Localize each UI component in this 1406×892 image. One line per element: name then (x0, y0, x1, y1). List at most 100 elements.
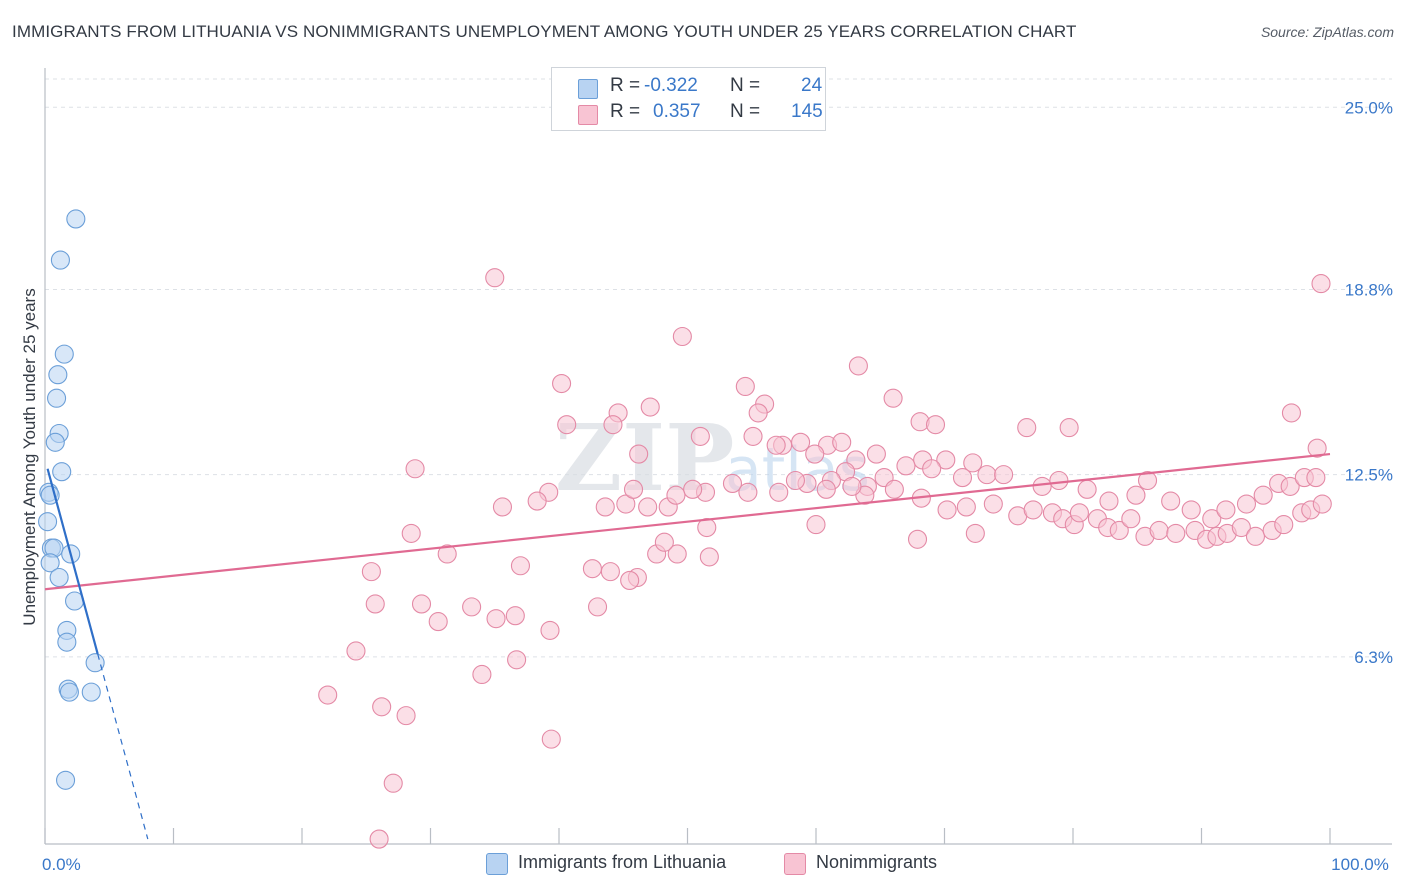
y-tick-label: 25.0% (1345, 98, 1393, 117)
bottom-legend-immigrants: Immigrants from Lithuania (486, 852, 766, 876)
data-point-nonimmigrant (983, 494, 1003, 514)
data-point-nonimmigrant (1216, 500, 1236, 520)
chart-title: IMMIGRANTS FROM LITHUANIA VS NONIMMIGRAN… (12, 22, 1077, 41)
data-point-nonimmigrant (629, 444, 649, 464)
data-point-nonimmigrant (866, 444, 886, 464)
data-point-nonimmigrant (683, 479, 703, 499)
data-point-nonimmigrant (806, 515, 826, 535)
data-point-nonimmigrant (672, 326, 692, 347)
data-point-immigrant (54, 344, 74, 364)
data-point-nonimmigrant (956, 497, 976, 517)
data-point-nonimmigrant (1280, 476, 1300, 496)
data-point-nonimmigrant (896, 456, 916, 476)
data-point-nonimmigrant (1059, 418, 1079, 438)
data-point-nonimmigrant (1307, 438, 1327, 458)
y-axis-label: Unemployment Among Youth under 25 years (20, 288, 39, 625)
data-point-nonimmigrant (1231, 517, 1251, 538)
data-point-nonimmigrant (1049, 470, 1069, 491)
data-point-nonimmigrant (540, 620, 560, 640)
data-point-nonimmigrant (936, 450, 956, 470)
data-point-nonimmigrant (623, 479, 644, 499)
data-point-nonimmigrant (603, 415, 623, 435)
data-point-nonimmigrant (1023, 500, 1043, 520)
data-point-nonimmigrant (428, 612, 448, 632)
data-point-nonimmigrant (884, 479, 904, 499)
data-point-nonimmigrant (1236, 494, 1257, 514)
data-point-immigrant (40, 553, 60, 573)
data-point-nonimmigrant (965, 523, 985, 543)
legend-r-value: 0.357 (653, 101, 701, 122)
data-point-nonimmigrant (383, 773, 403, 793)
data-point-nonimmigrant (1121, 509, 1141, 529)
data-point-nonimmigrant (620, 570, 640, 590)
data-point-nonimmigrant (907, 529, 928, 549)
data-point-nonimmigrant (666, 485, 686, 505)
data-point-nonimmigrant (616, 494, 636, 514)
legend-r-label: R = (610, 75, 641, 96)
data-point-nonimmigrant (977, 465, 997, 485)
data-point-nonimmigrant (1306, 468, 1326, 488)
data-point-nonimmigrant (654, 532, 674, 552)
data-point-nonimmigrant (486, 609, 506, 629)
data-point-nonimmigrant (832, 432, 852, 452)
data-point-nonimmigrant (401, 523, 421, 543)
data-point-nonimmigrant (769, 482, 789, 502)
data-point-nonimmigrant (937, 500, 957, 520)
x-tick-label: 100.0% (1331, 855, 1389, 874)
data-point-nonimmigrant (1245, 526, 1266, 546)
data-point-nonimmigrant (372, 697, 392, 717)
correlation-legend: R = -0.322 N = 24 R = 0.357 N = 145 (551, 67, 826, 131)
data-point-nonimmigrant (748, 403, 768, 423)
data-point-nonimmigrant (925, 415, 946, 435)
data-point-nonimmigrant (507, 650, 527, 670)
data-point-immigrant (45, 432, 65, 452)
trend-line-immigrants (46, 468, 99, 655)
data-point-nonimmigrant (369, 829, 389, 849)
legend-n-label: N = (730, 75, 761, 96)
bottom-legend-swatch-nonimmigrants (784, 853, 806, 875)
data-point-nonimmigrant (1137, 470, 1158, 491)
bottom-legend-label: Immigrants from Lithuania (518, 852, 727, 872)
data-point-immigrant (47, 388, 67, 408)
legend-n-value: 145 (791, 101, 823, 122)
data-point-nonimmigrant (527, 491, 547, 511)
data-point-nonimmigrant (462, 597, 482, 617)
legend-n-label: N = (730, 101, 761, 122)
legend-r-label: R = (610, 101, 641, 122)
data-point-immigrant (50, 250, 70, 270)
trend-line-immigrants-extension (97, 653, 149, 840)
data-point-nonimmigrant (883, 388, 903, 408)
data-point-nonimmigrant (396, 706, 416, 726)
source-label: Source: ZipAtlas.com (1260, 24, 1394, 40)
legend-swatch-immigrants (578, 79, 598, 99)
axes (44, 68, 1392, 845)
data-point-nonimmigrant (557, 415, 577, 435)
data-point-immigrant (57, 632, 77, 652)
data-point-nonimmigrant (1161, 491, 1181, 511)
bottom-legend-nonimmigrants: Nonimmigrants (784, 852, 984, 876)
data-point-nonimmigrant (1281, 403, 1301, 423)
data-point-nonimmigrant (492, 497, 513, 517)
data-point-nonimmigrant (1202, 509, 1222, 529)
data-point-immigrant (49, 567, 69, 588)
legend-n-value: 24 (801, 75, 823, 96)
legend-swatch-nonimmigrants (578, 105, 598, 125)
data-point-nonimmigrant (785, 470, 805, 491)
data-point-nonimmigrant (667, 544, 687, 564)
data-point-nonimmigrant (318, 685, 338, 705)
data-point-immigrant (59, 682, 79, 702)
data-point-nonimmigrant (722, 473, 743, 494)
legend-r-value: -0.322 (644, 75, 698, 96)
data-point-nonimmigrant (1069, 503, 1089, 523)
trend-line-nonimmigrants (44, 452, 1331, 591)
data-point-nonimmigrant (365, 594, 385, 614)
data-point-nonimmigrant (1099, 491, 1119, 511)
data-point-nonimmigrant (405, 459, 425, 479)
data-point-nonimmigrant (848, 356, 868, 376)
data-point-nonimmigrant (595, 497, 615, 517)
data-point-nonimmigrant (690, 426, 710, 446)
data-point-nonimmigrant (552, 373, 572, 394)
y-tick-label: 6.3% (1354, 648, 1393, 667)
data-point-nonimmigrant (1126, 485, 1146, 505)
trend-lines (44, 452, 1331, 840)
